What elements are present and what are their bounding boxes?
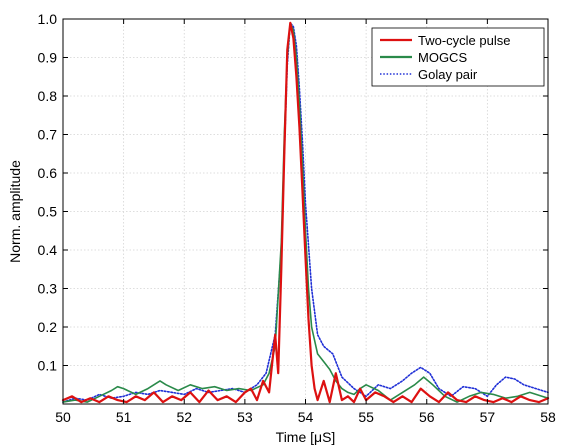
x-tick-label: 50: [55, 409, 71, 425]
y-tick-label: 0.5: [38, 204, 58, 220]
legend-label: MOGCS: [418, 50, 467, 65]
y-tick-label: 0.6: [38, 165, 58, 181]
x-axis-label: Time [μS]: [276, 429, 336, 445]
y-tick-label: 0.9: [38, 50, 58, 66]
x-tick-label: 56: [419, 409, 435, 425]
legend-label: Two-cycle pulse: [418, 33, 510, 48]
x-tick-label: 55: [358, 409, 374, 425]
y-tick-label: 0.3: [38, 281, 58, 297]
y-tick-label: 0.4: [38, 242, 58, 258]
y-tick-label: 0.2: [38, 319, 58, 335]
x-tick-label: 52: [176, 409, 192, 425]
x-tick-label: 54: [298, 409, 314, 425]
y-axis-label: Norm. amplitude: [7, 160, 23, 263]
x-tick-label: 53: [237, 409, 253, 425]
y-tick-label: 0.7: [38, 127, 58, 143]
x-tick-label: 51: [116, 409, 132, 425]
x-tick-label: 58: [540, 409, 556, 425]
x-tick-label: 57: [480, 409, 496, 425]
y-tick-label: 0.8: [38, 88, 58, 104]
legend-label: Golay pair: [418, 67, 478, 82]
y-tick-label: 1.0: [38, 11, 58, 27]
legend: Two-cycle pulse MOGCS Golay pair: [372, 28, 544, 86]
y-tick-label: 0.1: [38, 358, 58, 374]
